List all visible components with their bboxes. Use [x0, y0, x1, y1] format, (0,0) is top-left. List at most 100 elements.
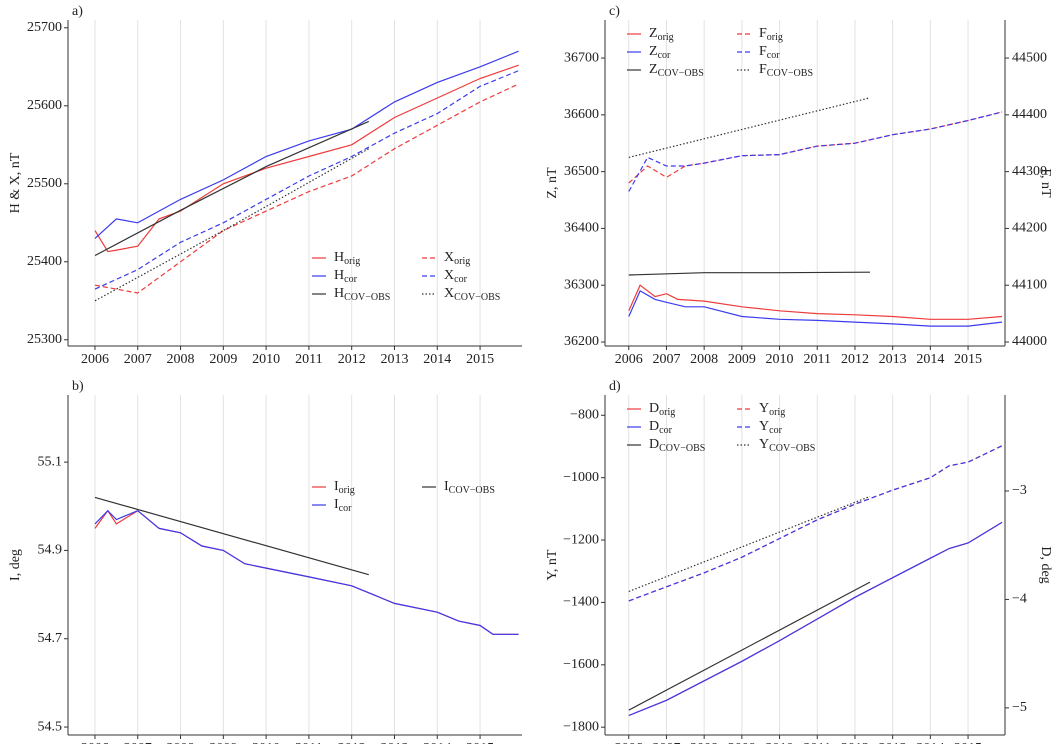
legend-name: D: [649, 419, 659, 434]
series-line: [628, 97, 871, 158]
y2-tick-label: 44400: [1012, 107, 1047, 122]
legend-subscript: cor: [659, 425, 672, 436]
y-tick-label: 25500: [27, 176, 62, 191]
legend-label: ZCOV−OBS: [649, 62, 704, 79]
y-tick-label: 36300: [564, 277, 599, 292]
x-tick-label: 2010: [766, 352, 794, 367]
legend-subscript: orig: [344, 256, 360, 267]
legend-label: Horig: [334, 250, 360, 267]
legend-label: Xorig: [444, 250, 470, 267]
x-tick-label: 2015: [466, 352, 494, 367]
legend-name: X: [444, 286, 454, 301]
series-line: [94, 50, 519, 239]
legend-subscript: cor: [769, 425, 782, 436]
y-tick-label: 36600: [564, 107, 599, 122]
legend-name: X: [444, 250, 454, 265]
legend-subscript: cor: [344, 274, 357, 285]
x-tick-label: 2010: [766, 741, 794, 744]
x-tick-label: 2012: [841, 741, 869, 744]
series-line: [94, 70, 519, 290]
y-tick-label: −1200: [563, 532, 599, 547]
legend-label: Iorig: [334, 479, 355, 496]
legend-subscript: COV−OBS: [344, 292, 390, 303]
series-line: [628, 521, 1003, 717]
x-tick-label: 2009: [728, 741, 756, 744]
panel: 2006 2007 2008 2009 2010 2011 2012 2013 2014 2015…: [545, 379, 1053, 744]
x-tick-label: 2011: [804, 352, 831, 367]
x-tick-label: 2011: [295, 741, 322, 744]
y-tick-label: 36700: [564, 50, 599, 65]
legend-name: F: [759, 62, 767, 77]
y2-tick-label: −4: [1012, 592, 1027, 607]
series-line: [628, 290, 1003, 327]
x-tick-label: 2014: [916, 741, 944, 744]
legend-label: Xcor: [444, 268, 468, 285]
y-tick-label: 36400: [564, 221, 599, 236]
legend-label: Zorig: [649, 26, 674, 43]
legend-label: HCOV−OBS: [334, 286, 390, 303]
x-tick-label: 2015: [954, 352, 982, 367]
x-tick-label: 2008: [690, 352, 718, 367]
x-tick-label: 2012: [841, 352, 869, 367]
y2-tick-label: 44500: [1012, 50, 1047, 65]
legend-label: Hcor: [334, 268, 358, 285]
legend-name: Z: [649, 44, 658, 59]
series-line: [628, 581, 871, 711]
panel-label: b): [72, 379, 84, 394]
series-line: [628, 111, 1003, 184]
x-tick-label: 2006: [81, 741, 109, 744]
legend-subscript: orig: [339, 485, 355, 496]
legend-name: Y: [759, 419, 769, 434]
x-tick-label: 2013: [380, 741, 408, 744]
x-tick-label: 2010: [252, 741, 280, 744]
y-axis-label: H & X, nT: [8, 152, 23, 213]
x-tick-label: 2011: [295, 352, 322, 367]
legend-subscript: cor: [454, 274, 467, 285]
legend-label: Ycor: [759, 419, 783, 436]
legend-label: XCOV−OBS: [444, 286, 500, 303]
legend-label: ICOV−OBS: [444, 479, 495, 496]
legend-label: Zcor: [649, 44, 671, 61]
series-line: [628, 521, 1003, 717]
y-tick-label: 54.7: [38, 631, 63, 646]
legend-subscript: cor: [767, 50, 780, 61]
legend-name: Z: [649, 62, 658, 77]
y-tick-label: −1400: [563, 595, 599, 610]
y2-tick-label: 44000: [1012, 334, 1047, 349]
x-tick-label: 2009: [209, 352, 237, 367]
legend-subscript: orig: [658, 32, 674, 43]
legend-name: H: [334, 250, 344, 265]
series-line: [628, 445, 1003, 602]
legend-label: DCOV−OBS: [649, 437, 705, 454]
x-tick-label: 2007: [652, 352, 680, 367]
series-line: [94, 64, 519, 253]
legend-subscript: COV−OBS: [659, 443, 705, 454]
y2-tick-label: 44300: [1012, 164, 1047, 179]
x-tick-label: 2011: [804, 741, 831, 744]
panel-label: a): [72, 4, 83, 19]
x-tick-label: 2006: [615, 352, 643, 367]
series-line: [628, 445, 1003, 602]
legend-name: H: [334, 268, 344, 283]
x-tick-label: 2012: [338, 741, 366, 744]
y-tick-label: −800: [570, 407, 599, 422]
y-axis-label: Y, nT: [545, 549, 560, 580]
x-tick-label: 2007: [124, 352, 152, 367]
series-line: [94, 148, 370, 302]
y2-tick-label: −3: [1012, 483, 1027, 498]
legend-subscript: orig: [767, 32, 783, 43]
y2-tick-label: 44100: [1012, 277, 1047, 292]
series-line: [94, 83, 519, 294]
legend-label: Dorig: [649, 401, 675, 418]
legend-label: Icor: [334, 497, 352, 514]
x-tick-label: 2007: [652, 741, 680, 744]
y-tick-label: 25400: [27, 254, 62, 269]
legend-name: Y: [759, 437, 769, 452]
x-tick-label: 2013: [879, 741, 907, 744]
legend-name: X: [444, 268, 454, 283]
legend-subscript: COV−OBS: [767, 68, 813, 79]
legend-subscript: orig: [454, 256, 470, 267]
x-tick-label: 2013: [380, 352, 408, 367]
legend-name: D: [649, 401, 659, 416]
